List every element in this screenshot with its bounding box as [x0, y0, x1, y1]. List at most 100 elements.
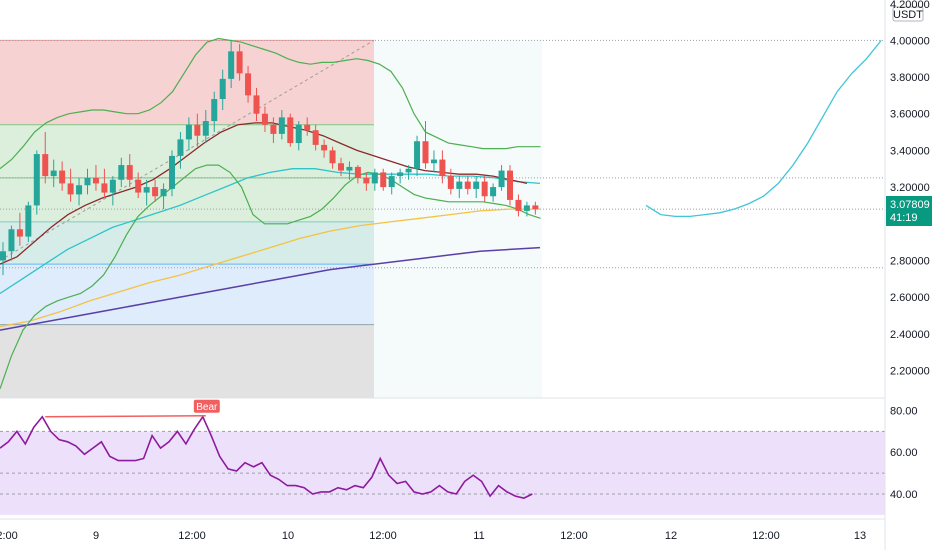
candle: [219, 69, 226, 111]
candle: [490, 183, 497, 202]
candle-body: [245, 73, 252, 96]
candle: [177, 132, 184, 169]
bollinger-bands: [0, 37, 541, 389]
candle-body: [304, 124, 311, 131]
rsi-band: [0, 431, 885, 515]
candle-body: [169, 155, 175, 189]
candle: [371, 168, 378, 191]
bear-divergence-line: [45, 414, 206, 418]
rsi-tick-label: 80.00: [890, 406, 918, 418]
candle-body: [135, 179, 142, 193]
candle-body: [92, 177, 99, 184]
candle: [422, 121, 429, 169]
time-tick-label: 11: [473, 530, 484, 542]
candle-body: [270, 124, 277, 134]
bear-label: Bear: [196, 402, 218, 413]
candle-body: [84, 177, 91, 186]
fib-zone: [0, 324, 374, 398]
candle: [109, 176, 116, 206]
current-price-value: 3.07809: [890, 199, 930, 211]
candle: [143, 179, 150, 206]
candle: [16, 212, 23, 246]
candle-body: [473, 181, 480, 189]
candle-body: [33, 154, 40, 206]
candle-body: [228, 51, 235, 79]
time-tick-label: 9: [93, 530, 99, 542]
candle: [312, 124, 319, 151]
candle-body: [464, 181, 471, 189]
candle-body: [261, 113, 268, 125]
candle-body: [253, 95, 260, 114]
candle: [245, 66, 252, 103]
price-tick-label: 2.40000: [890, 329, 930, 341]
candle: [92, 165, 99, 191]
fib-trend-line: [0, 39, 375, 261]
candle-body: [532, 205, 539, 210]
candle: [211, 91, 218, 133]
candle-body: [109, 179, 116, 193]
fib-zones: [0, 39, 542, 399]
candle: [118, 157, 125, 188]
candle: [270, 117, 277, 144]
candle: [278, 110, 285, 140]
candle: [152, 179, 159, 202]
candle-body: [160, 188, 167, 197]
candle: [50, 159, 57, 188]
bb-lower-line: [0, 164, 541, 389]
candle-body: [118, 165, 125, 180]
price-axis[interactable]: USDT 3.07809 41:19 4.20000 4.00000 3.80000…: [884, 0, 932, 550]
candle-body: [414, 141, 421, 169]
candle-body: [363, 177, 370, 184]
price-tick-label: 3.40000: [890, 145, 930, 157]
candle: [388, 172, 395, 195]
candle: [202, 110, 209, 144]
candle: [126, 154, 133, 188]
candle: [160, 183, 167, 210]
candle-body: [346, 166, 353, 171]
candle: [473, 176, 480, 199]
candle-body: [447, 176, 454, 189]
candle-body: [101, 183, 108, 193]
candle: [354, 165, 361, 184]
candle-body: [202, 121, 209, 136]
candle-body: [126, 165, 133, 180]
currency-label-box: [892, 6, 924, 22]
price-tick-label: 2.80000: [890, 255, 930, 267]
candle-body: [439, 159, 446, 177]
time-tick-label: 13: [854, 530, 866, 542]
candle: [185, 117, 192, 151]
candle: [228, 40, 235, 89]
candle-body: [0, 251, 6, 261]
candle-body: [25, 205, 32, 237]
candle: [287, 113, 294, 147]
candle-body: [481, 181, 488, 197]
candle-body: [185, 124, 192, 140]
candle: [33, 150, 40, 215]
rsi-tick-label: 40.00: [890, 489, 918, 501]
candle-body: [312, 130, 319, 145]
candle: [304, 117, 311, 136]
candle: [261, 106, 268, 133]
candle-body: [295, 124, 302, 144]
candle: [59, 161, 66, 191]
candle: [295, 121, 302, 151]
candle: [507, 165, 513, 206]
candle: [321, 139, 328, 158]
time-tick-label: 12:00: [0, 530, 18, 542]
candle-body: [67, 183, 74, 195]
projection-line: [645, 39, 882, 218]
rsi-line: [0, 415, 533, 499]
candle: [397, 168, 404, 184]
candle-body: [8, 229, 15, 252]
candle: [253, 88, 260, 122]
price-tick-label: 2.20000: [890, 365, 930, 377]
candle-body: [76, 185, 83, 195]
candle: [8, 225, 15, 261]
candle-body: [422, 141, 429, 164]
time-axis[interactable]: 12:00 9 12:00 10 12:00 11 12:00 12 12:00 13: [0, 518, 885, 542]
fib-zone: [0, 221, 374, 265]
candle-body: [219, 78, 226, 100]
candle-body: [211, 99, 218, 122]
candle: [84, 168, 91, 195]
